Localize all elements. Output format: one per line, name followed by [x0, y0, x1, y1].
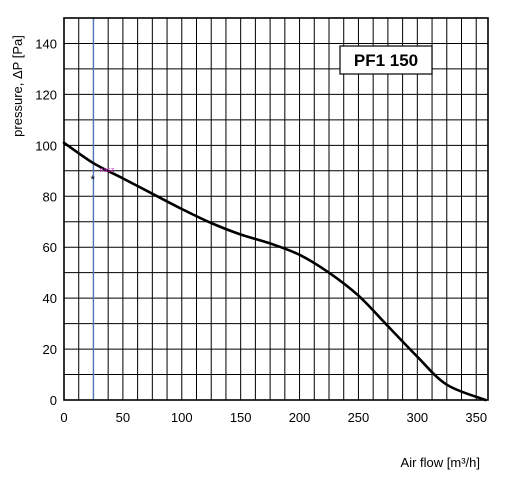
y-tick-label: 80 — [43, 189, 57, 204]
grid-vertical-lines — [78, 18, 477, 400]
y-tick-label: 140 — [35, 36, 57, 51]
x-tick-label: 350 — [465, 410, 487, 425]
grid-horizontal-lines — [64, 42, 488, 376]
y-tick-label: 20 — [43, 342, 57, 357]
x-tick-label: 150 — [230, 410, 252, 425]
y-tick-label: 120 — [35, 87, 57, 102]
y-tick-label: 0 — [50, 393, 57, 408]
series-line — [62, 141, 487, 402]
operating-point-label: nasz — [99, 167, 114, 174]
x-axis-label: Air flow [m³/h] — [401, 455, 480, 470]
x-tick-label: 250 — [348, 410, 370, 425]
y-tick-label: 40 — [43, 291, 57, 306]
x-tick-label: 100 — [171, 410, 193, 425]
y-axis-ticks: 0 20 40 60 80 100 120 140 — [35, 36, 57, 408]
y-tick-label: 100 — [35, 138, 57, 153]
x-tick-label: 50 — [116, 410, 130, 425]
x-axis-ticks: 0 50 100 150 200 250 300 350 — [60, 410, 487, 425]
x-tick-label: 0 — [60, 410, 67, 425]
y-axis-label: pressure, ΔP [Pa] — [10, 35, 25, 137]
model-badge-text: PF1 150 — [354, 51, 418, 70]
x-tick-label: 200 — [289, 410, 311, 425]
y-tick-label: 60 — [43, 240, 57, 255]
operating-point-star: * — [90, 174, 95, 186]
model-badge-box — [339, 45, 433, 75]
plot-frame — [63, 17, 489, 401]
x-tick-label: 300 — [406, 410, 428, 425]
